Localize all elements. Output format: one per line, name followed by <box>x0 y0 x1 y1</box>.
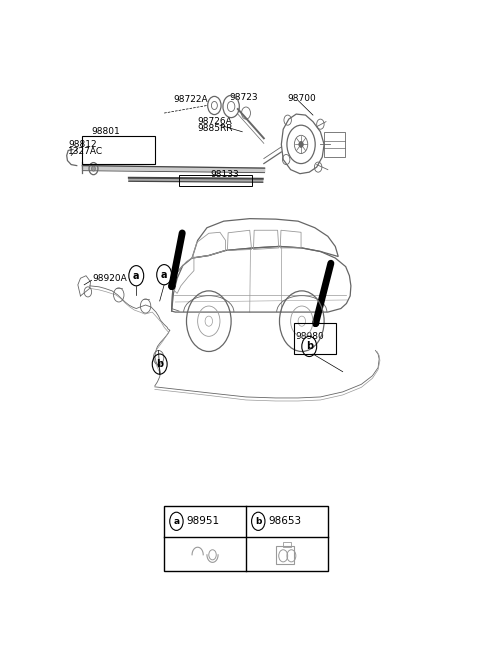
Text: 98801: 98801 <box>92 127 120 136</box>
Circle shape <box>92 166 96 171</box>
Bar <box>324 132 345 157</box>
Text: a: a <box>133 271 140 281</box>
Text: 98980: 98980 <box>296 332 324 341</box>
Bar <box>283 542 291 546</box>
Polygon shape <box>83 165 264 172</box>
Bar <box>83 136 155 163</box>
Text: 98653: 98653 <box>268 516 301 526</box>
Bar <box>164 506 328 571</box>
Text: 98700: 98700 <box>287 94 316 104</box>
Bar <box>294 323 336 354</box>
Polygon shape <box>129 178 263 181</box>
Text: 1327AC: 1327AC <box>68 147 103 156</box>
Text: 98722A: 98722A <box>173 95 208 104</box>
Bar <box>276 546 294 564</box>
Text: b: b <box>255 517 262 526</box>
Text: 98726A: 98726A <box>198 117 232 126</box>
Circle shape <box>299 141 303 148</box>
Text: 9885RR: 9885RR <box>198 124 233 133</box>
Text: b: b <box>156 359 163 369</box>
Text: 98812: 98812 <box>68 140 97 149</box>
Text: a: a <box>161 270 168 279</box>
Text: 98920A: 98920A <box>93 274 128 283</box>
Text: 98133: 98133 <box>211 170 240 179</box>
Text: b: b <box>306 341 313 352</box>
Text: 98951: 98951 <box>186 516 220 526</box>
Bar <box>179 175 252 186</box>
Text: 98723: 98723 <box>229 93 258 102</box>
Text: a: a <box>173 517 180 526</box>
